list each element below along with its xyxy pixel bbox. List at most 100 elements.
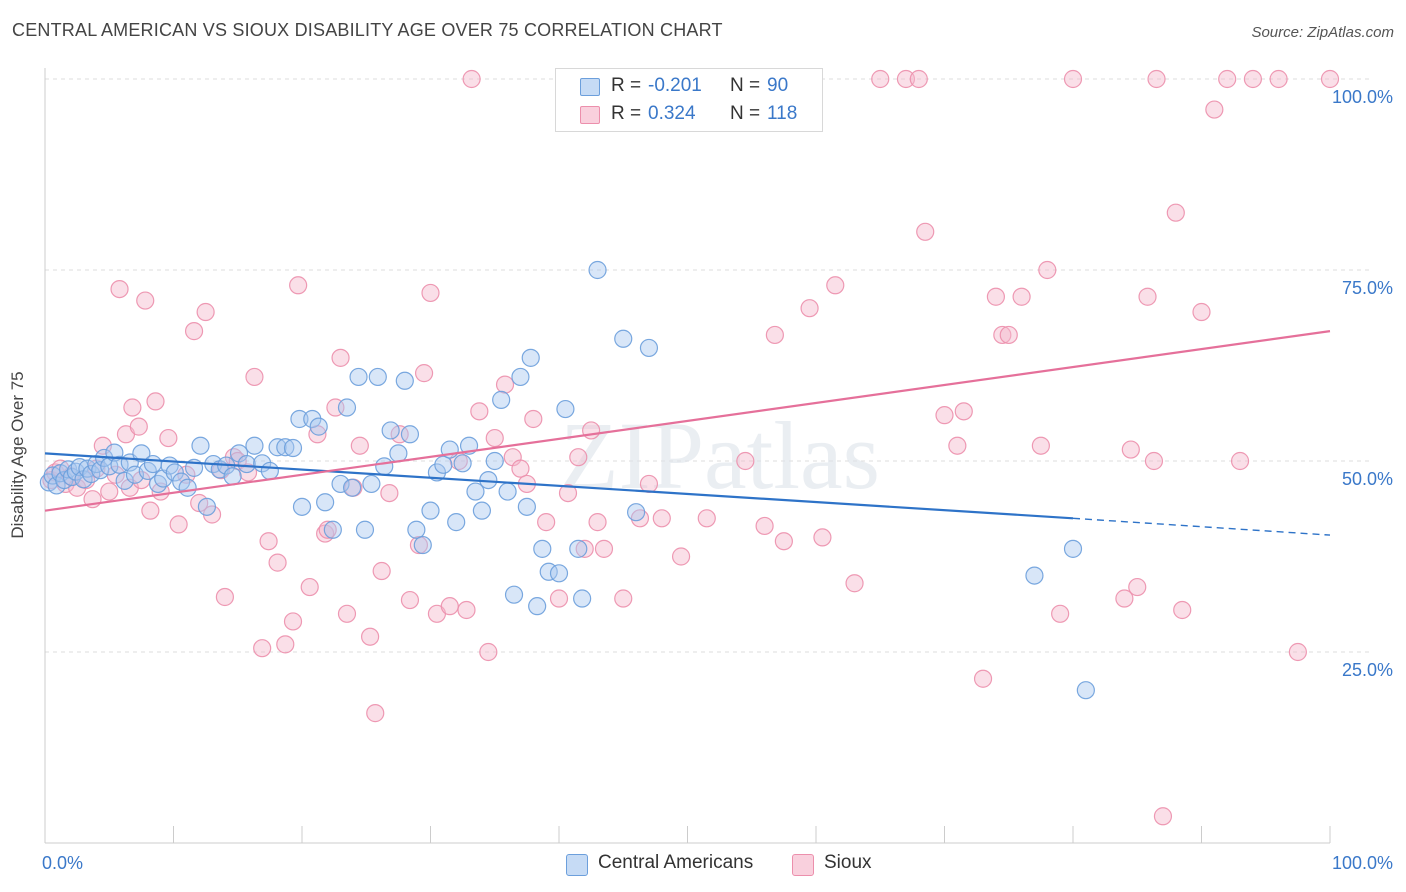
sioux-point (871, 69, 890, 89)
sioux-point (1121, 440, 1140, 459)
central-american-point (375, 457, 394, 476)
tick-labels: 100.0% 75.0% 50.0% 25.0% 0.0% 100.0% (42, 87, 1393, 873)
sioux-points (42, 69, 1340, 826)
sioux-point (283, 612, 303, 631)
central-american-point (413, 535, 432, 555)
sioux-point (485, 428, 504, 448)
central-american-point (389, 444, 408, 463)
central-american-point (178, 478, 197, 497)
central-american-point (626, 503, 646, 522)
sioux-point (1138, 287, 1157, 306)
central-american-point (323, 520, 342, 539)
sioux-point (569, 448, 588, 467)
central-american-point (223, 467, 242, 486)
sioux-point (1218, 69, 1237, 89)
n-value: 118 (767, 103, 798, 124)
sioux-point (1128, 577, 1147, 597)
sioux-point (755, 516, 774, 536)
sioux-point (141, 501, 160, 520)
source-label: Source: ZipAtlas.com (1251, 24, 1394, 41)
legend-label: Central Americans (598, 852, 754, 873)
sioux-point (1153, 807, 1173, 826)
sioux-point (1063, 69, 1083, 89)
sioux-point (594, 539, 614, 558)
sioux-point (986, 287, 1006, 306)
central-american-point (268, 438, 287, 457)
sioux-point (372, 561, 391, 581)
central-american-point (556, 399, 575, 419)
sioux-trend-line (44, 330, 1331, 512)
central-american-point (528, 597, 547, 616)
central-american-point (485, 451, 504, 471)
sioux-point (245, 367, 264, 387)
sioux-point (845, 574, 864, 593)
sioux-point (1012, 287, 1031, 306)
n-label: N = (730, 103, 761, 124)
sioux-point (948, 436, 967, 455)
central-american-point (1076, 681, 1095, 700)
sioux-point (331, 348, 350, 367)
central-american-point (276, 438, 295, 457)
sioux-point (268, 553, 287, 572)
sioux-point (582, 421, 601, 440)
sioux-point (537, 513, 556, 532)
sioux-point (973, 669, 993, 688)
central-american-point (511, 367, 530, 387)
sioux-point (457, 600, 476, 620)
sioux-point (993, 325, 1012, 345)
sioux-point (916, 222, 935, 241)
central-american-point (573, 589, 592, 608)
stats-box: R = -0.201 N = 90 R = 0.324 N = 118 (555, 68, 823, 132)
central-american-point (498, 482, 517, 501)
sioux-legend-swatch (792, 854, 814, 876)
r-value: -0.201 (648, 75, 702, 96)
sioux-point (1144, 451, 1164, 471)
sioux-point (390, 425, 409, 444)
central-american-point (292, 497, 312, 516)
central-american-point (427, 463, 447, 482)
central-american-point (115, 471, 134, 490)
sioux-point (196, 302, 215, 322)
central-american-point (453, 454, 472, 473)
central-swatch (580, 78, 600, 96)
y-tick-label: 25.0% (1342, 660, 1393, 680)
sioux-point (1166, 203, 1185, 222)
legend-label: Sioux (824, 852, 872, 873)
central-american-point (260, 461, 279, 481)
sioux-point (366, 704, 385, 723)
central-legend-swatch (566, 854, 588, 876)
sioux-point (588, 513, 607, 532)
central-american-point (381, 421, 400, 440)
sioux-point (470, 402, 489, 421)
central-american-point (472, 501, 491, 520)
sioux-point (361, 627, 380, 646)
central-american-point (143, 454, 163, 474)
y-tick-label: 75.0% (1342, 278, 1393, 298)
sioux-point (136, 291, 155, 310)
central-american-trend-line (44, 452, 1074, 520)
sioux-point (511, 459, 530, 478)
trend-lines (44, 330, 1331, 536)
central-american-point (492, 390, 511, 409)
central-american-trend-extension (1072, 517, 1331, 536)
sioux-point (1051, 604, 1070, 623)
central-american-point (148, 474, 168, 494)
sioux-point (765, 325, 784, 345)
central-american-point (588, 260, 607, 280)
central-american-point (132, 444, 151, 463)
central-american-point (343, 478, 362, 497)
sioux-point (774, 532, 793, 551)
r-label: R = (611, 75, 642, 96)
sioux-point (896, 69, 916, 89)
central-american-point (504, 585, 524, 604)
sioux-point (575, 539, 594, 558)
sioux-point (123, 398, 142, 417)
central-american-point (303, 409, 322, 429)
n-label: N = (730, 75, 761, 96)
sioux-point (100, 482, 119, 501)
central-american-points (39, 260, 1095, 700)
sioux-point (440, 597, 459, 616)
r-label: R = (611, 103, 642, 124)
central-american-point (569, 539, 588, 558)
sioux-point (380, 483, 399, 503)
